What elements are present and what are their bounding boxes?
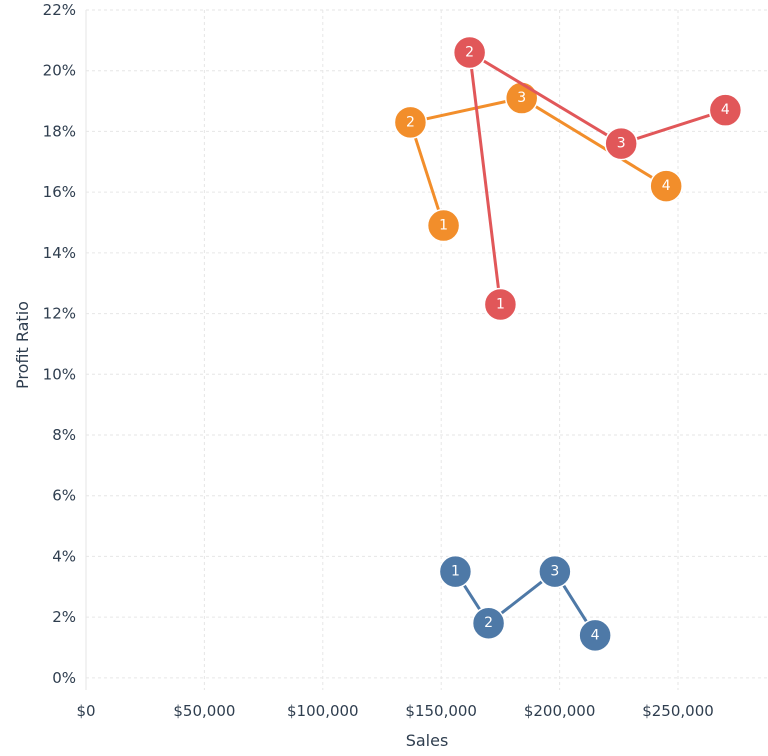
y-tick-label-9: 18% (43, 122, 76, 140)
y-tick-label-3: 6% (52, 487, 76, 505)
series-1-point-label-1: 1 (451, 564, 460, 580)
series-3-point-3[interactable] (604, 126, 638, 161)
series-1-point-4[interactable] (578, 618, 612, 653)
series-2-point-label-3: 3 (517, 90, 526, 106)
x-axis-title: Sales (406, 731, 449, 750)
x-tick-label-4: $200,000 (524, 702, 596, 720)
y-tick-label-7: 14% (43, 244, 76, 262)
x-tick-label-1: $50,000 (173, 702, 235, 720)
series-2-point-1[interactable] (426, 208, 461, 243)
series-3-point-label-4: 4 (721, 102, 730, 118)
series-3-point-4[interactable] (708, 93, 743, 127)
grid-layer (85, 9, 768, 690)
y-tick-label-1: 2% (52, 608, 76, 626)
y-tick-label-11: 22% (43, 1, 76, 19)
series-1: 1 2 3 4 (438, 554, 612, 653)
series-2-point-2[interactable] (393, 105, 428, 140)
series-3-point-label-3: 3 (617, 136, 626, 152)
x-tick-label-5: $250,000 (642, 702, 714, 720)
series-2-point-label-1: 1 (439, 218, 448, 234)
series-3-point-label-1: 1 (496, 296, 505, 312)
y-tick-label-8: 16% (43, 183, 76, 201)
x-tick-label-0: $0 (76, 702, 95, 720)
y-tick-label-10: 20% (43, 62, 76, 80)
y-axis-title: Profit Ratio (13, 301, 32, 389)
series-2-line (408, 96, 667, 226)
series-2: 1 2 3 4 (393, 81, 683, 243)
x-tick-label-2: $100,000 (287, 702, 359, 720)
series-2-point-label-4: 4 (662, 178, 671, 194)
y-tick-label-5: 10% (43, 365, 76, 383)
series-1-line (454, 570, 597, 637)
y-tick-label-6: 12% (43, 305, 76, 323)
series-1-point-label-3: 3 (550, 564, 559, 580)
y-tick-label-4: 8% (52, 426, 76, 444)
series-3-point-label-2: 2 (465, 45, 474, 61)
x-tick-label-3: $150,000 (405, 702, 477, 720)
axis-layer: 0% 2% 4% 6% 8% 10% 12% 14% 16% 18% 20% 22% $0 $50,000… (43, 1, 714, 720)
series-1-point-1[interactable] (438, 554, 473, 589)
series-3-point-1[interactable] (483, 287, 518, 322)
series-3-point-2[interactable] (452, 35, 487, 70)
series-2-point-4[interactable] (649, 169, 683, 203)
series-2-point-label-2: 2 (406, 114, 415, 130)
y-tick-label-0: 0% (52, 669, 76, 687)
series-layer: 1 2 3 4 1 2 3 4 1 2 3 4 (393, 35, 743, 653)
series-3-line (468, 51, 726, 305)
series-3: 1 2 3 4 (452, 35, 743, 322)
y-tick-label-2: 4% (52, 547, 76, 565)
series-1-point-label-2: 2 (484, 615, 493, 631)
series-1-point-label-4: 4 (591, 627, 600, 643)
series-1-point-2[interactable] (471, 606, 506, 640)
series-1-point-3[interactable] (538, 554, 572, 589)
